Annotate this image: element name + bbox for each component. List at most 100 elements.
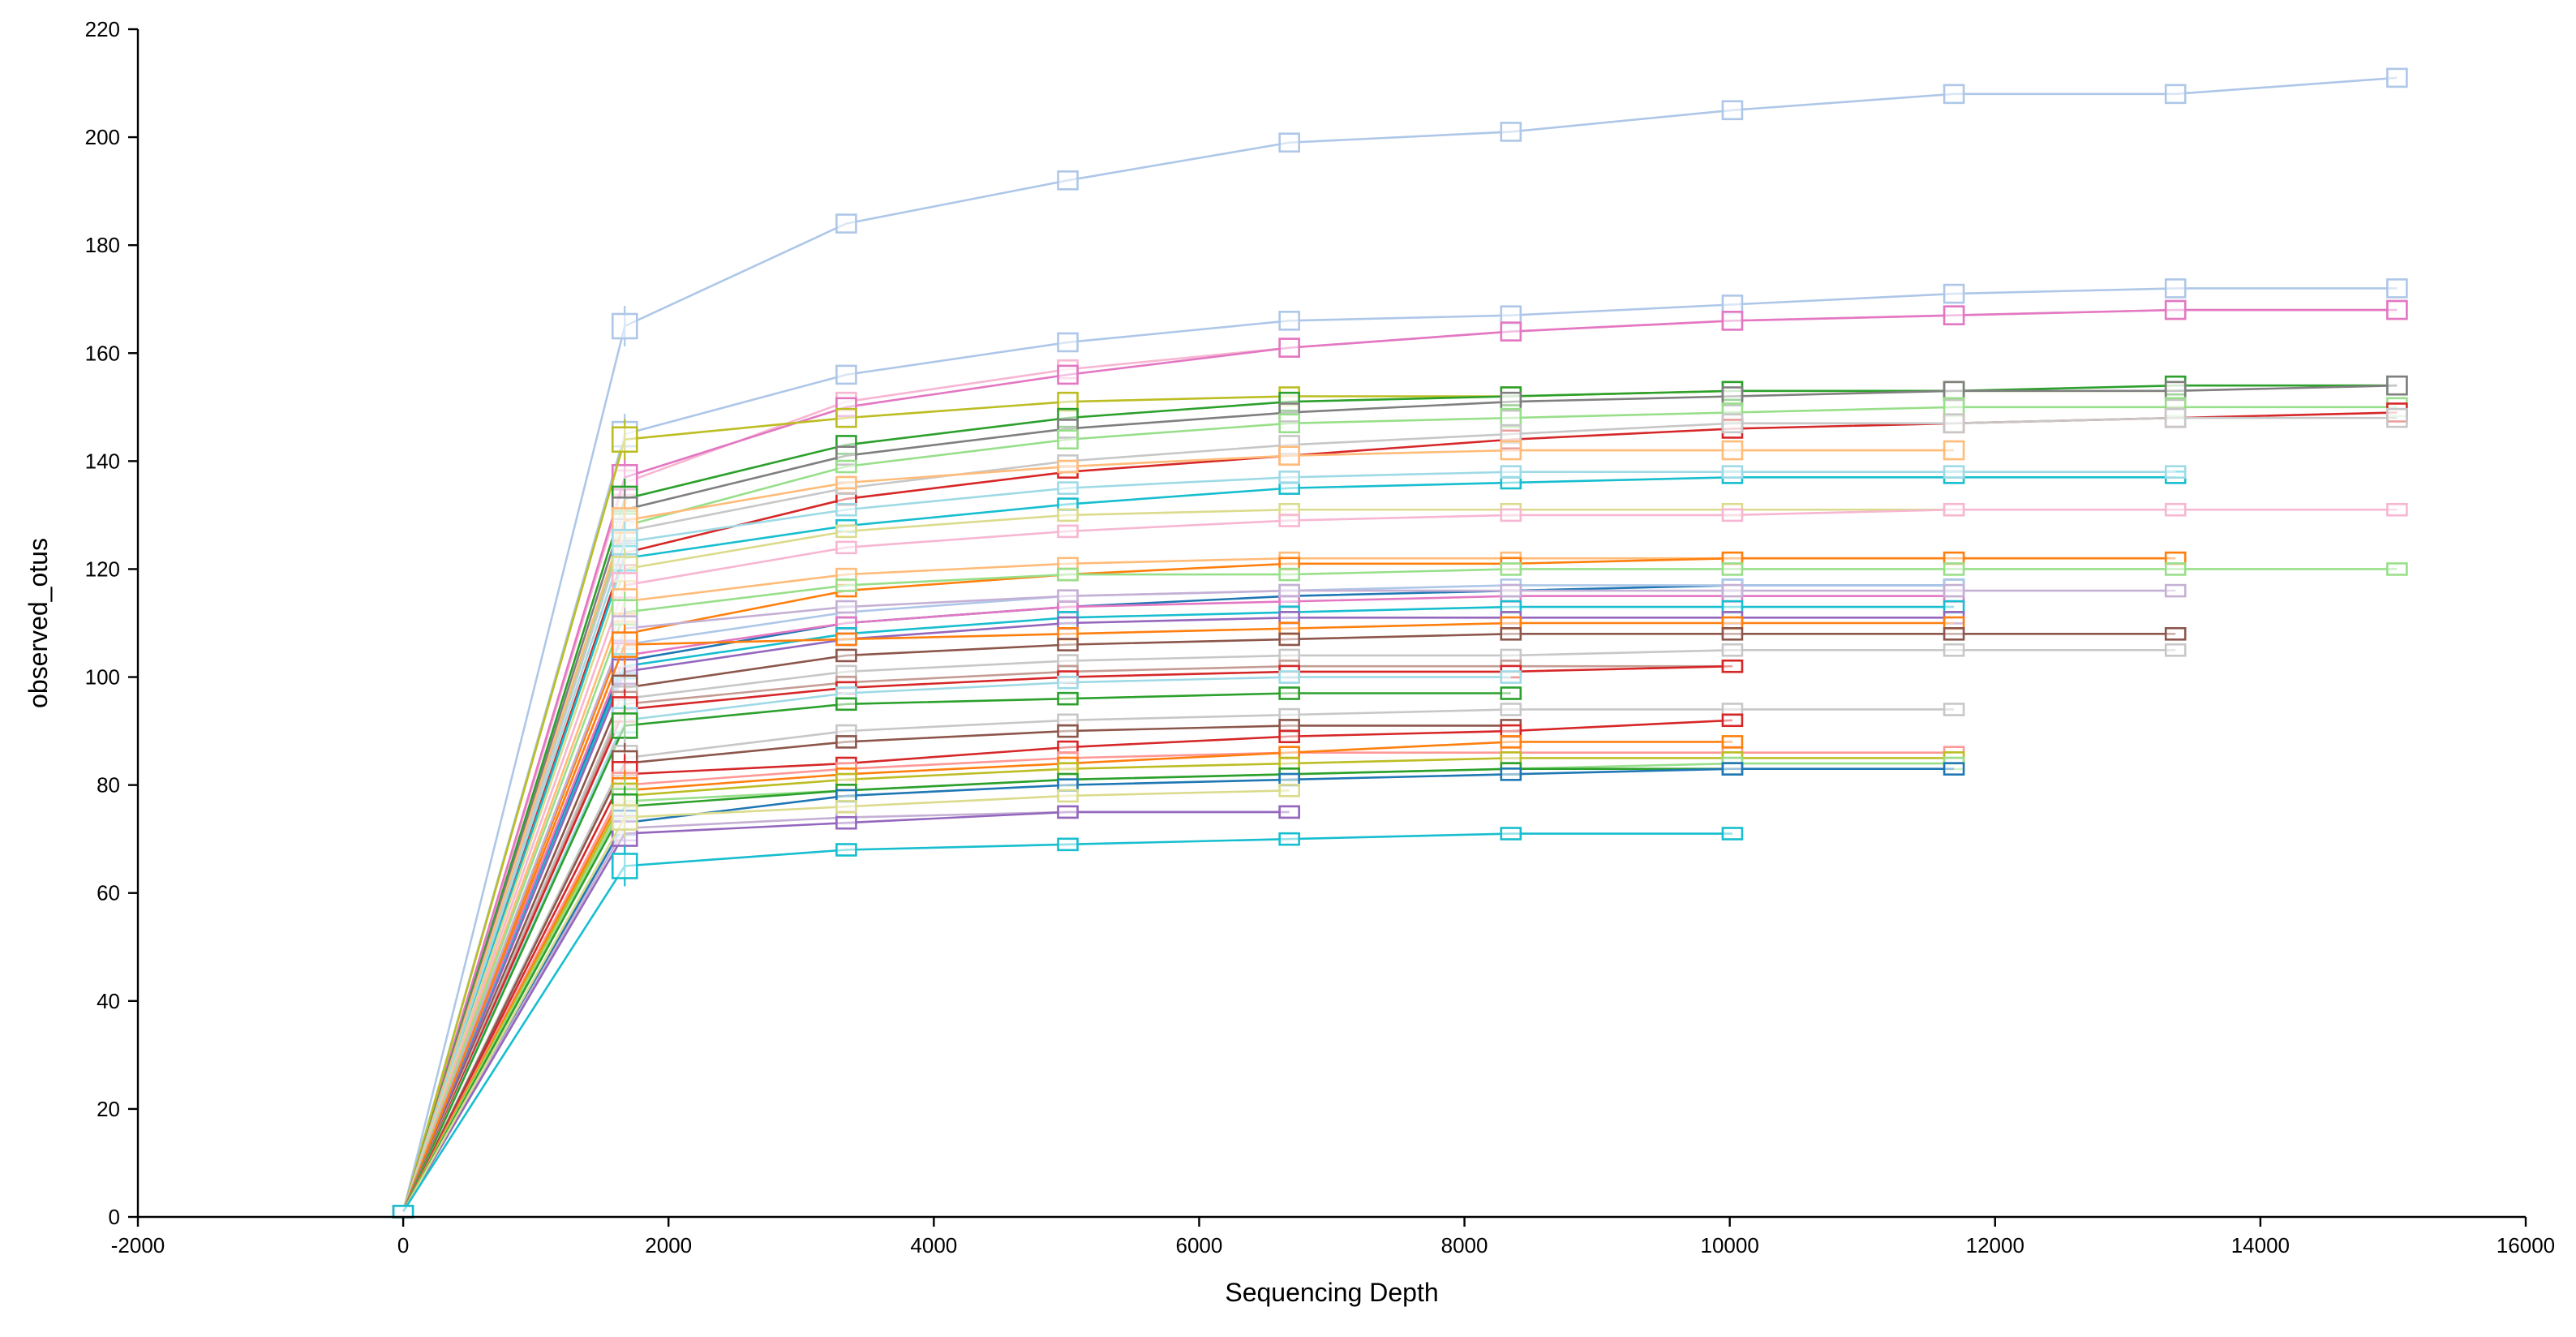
data-point-box	[2164, 643, 2187, 657]
x-axis-ticks: -2000 0 2000 4000 6000 8000 10000 12000 14000 160…	[111, 1217, 2555, 1257]
data-point-box	[1721, 413, 1744, 434]
series-line	[401, 568, 2398, 1212]
data-point-box	[1943, 502, 1965, 517]
data-point-box	[1278, 481, 1300, 495]
data-point-box	[1500, 321, 1522, 342]
data-point-box	[1500, 703, 1522, 716]
data-point-box	[1500, 440, 1522, 461]
data-point-box	[1057, 170, 1079, 191]
data-point-box	[1278, 670, 1300, 684]
y-tick-label: 140	[85, 449, 120, 473]
data-point-box	[1500, 508, 1522, 522]
data-point-box	[1278, 583, 1300, 598]
data-point-box	[835, 364, 857, 385]
data-point-box	[1943, 305, 1965, 325]
data-point-box	[835, 567, 857, 582]
data-point-box	[835, 789, 857, 803]
series-line	[402, 832, 1732, 1213]
data-point-box	[1943, 600, 1965, 614]
data-point-box	[1278, 648, 1300, 663]
data-point-box	[835, 843, 857, 857]
data-point-box	[1057, 837, 1079, 852]
data-point-box	[611, 312, 638, 340]
data-point-box	[1943, 762, 1965, 776]
data-point-box	[1721, 643, 1744, 657]
y-tick-label: 0	[109, 1205, 120, 1229]
y-axis-title: observed_otus	[24, 538, 53, 708]
data-point-box	[1057, 589, 1079, 604]
y-tick-label: 120	[85, 557, 120, 581]
data-point-box	[1721, 616, 1744, 630]
data-point-box	[1057, 508, 1079, 522]
series-line	[401, 449, 1955, 1212]
data-point-box	[1721, 600, 1744, 614]
series-line	[401, 384, 2398, 1212]
data-point-box	[2164, 583, 2187, 598]
data-point-box	[1057, 497, 1079, 511]
data-point-box	[1278, 502, 1300, 517]
data-point-box	[1943, 413, 1965, 434]
data-point-box	[2164, 551, 2187, 565]
data-point-box	[835, 799, 857, 814]
data-point-box	[1500, 767, 1522, 781]
data-point-box	[1057, 332, 1079, 353]
data-point-box	[2386, 299, 2408, 320]
series-1	[392, 67, 2408, 1219]
data-point-box	[1278, 805, 1300, 819]
series-line	[401, 589, 2176, 1212]
data-point-box	[2164, 407, 2187, 428]
data-point-box	[2164, 278, 2187, 299]
data-point-box	[392, 1205, 414, 1219]
x-tick-label: 4000	[910, 1233, 957, 1257]
series-line	[401, 406, 2398, 1212]
data-point-box	[835, 735, 857, 749]
data-point-box	[1721, 583, 1744, 598]
series-line	[401, 411, 2398, 1212]
data-point-box	[1057, 675, 1079, 690]
data-point-box	[1057, 616, 1079, 630]
data-point-box	[1278, 772, 1300, 787]
data-point-box	[1278, 756, 1300, 771]
data-point-box	[1721, 311, 1744, 331]
data-point-box	[611, 804, 638, 831]
data-point-box	[1500, 122, 1522, 142]
data-point-box	[835, 648, 857, 663]
data-point-box	[1500, 600, 1522, 614]
data-point-box	[1500, 751, 1522, 765]
data-point-box	[611, 853, 638, 879]
data-point-box	[1500, 616, 1522, 630]
data-point-box	[2164, 502, 2187, 517]
data-point-box	[1278, 567, 1300, 582]
data-point-box	[2164, 562, 2187, 576]
data-point-box	[1943, 643, 1965, 657]
data-point-box	[835, 815, 857, 830]
series-line	[401, 708, 1955, 1212]
data-point-box	[835, 697, 857, 711]
data-point-box	[1057, 600, 1079, 614]
data-point-box	[1721, 659, 1744, 673]
data-point-box	[2386, 502, 2408, 517]
data-point-box	[1721, 762, 1744, 776]
series-line	[401, 76, 2398, 1212]
data-point-box	[1943, 440, 1965, 461]
data-point-box	[1057, 740, 1079, 754]
series-line	[401, 508, 1955, 1212]
data-point-box	[1721, 465, 1744, 479]
data-point-box	[1721, 508, 1744, 522]
y-tick-label: 220	[85, 17, 120, 41]
data-point-box	[1500, 648, 1522, 663]
data-point-box	[1943, 616, 1965, 630]
data-point-box	[2164, 465, 2187, 479]
series-9	[392, 402, 2408, 1219]
data-point-box	[1943, 551, 1965, 565]
data-point-box	[1278, 311, 1300, 331]
data-point-box	[1057, 627, 1079, 641]
data-point-box	[1500, 670, 1522, 684]
data-point-box	[1057, 567, 1079, 582]
data-point-box	[835, 616, 857, 630]
y-tick-label: 40	[97, 989, 120, 1013]
data-point-box	[1943, 562, 1965, 576]
data-point-box	[835, 772, 857, 787]
data-point-box	[835, 213, 857, 234]
data-point-box	[835, 600, 857, 614]
